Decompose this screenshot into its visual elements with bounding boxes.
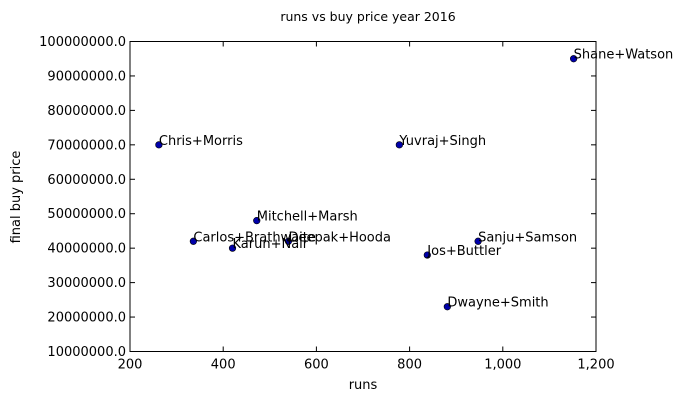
y-axis: 10000000.0 20000000.0 30000000.0 40000000.0… (39, 35, 596, 360)
plot-area (129, 41, 597, 352)
y-tick-label: 70000000.0 (47, 138, 126, 153)
x-tick-label: 600 (304, 358, 329, 373)
y-tick-label: 30000000.0 (47, 276, 126, 291)
point-labels: Shane+Watson Chris+Morris Yuvraj+Singh Mitc… (159, 48, 673, 311)
y-tick-label: 10000000.0 (47, 345, 126, 360)
data-point-label: Jos+Buttler (426, 244, 501, 259)
y-tick-label: 60000000.0 (47, 173, 126, 188)
data-point (228, 244, 237, 252)
x-tick-label: 800 (397, 358, 422, 373)
data-point (443, 303, 451, 311)
y-tick-label: 80000000.0 (47, 104, 126, 119)
data-point-label: Carlos+Brathwaite (193, 230, 316, 245)
y-tick-label: 90000000.0 (47, 69, 126, 84)
data-point-label: Dwayne+Smith (447, 296, 548, 311)
x-tick-label: 1,200 (577, 358, 614, 373)
data-points (155, 55, 578, 311)
y-tick-label: 50000000.0 (47, 207, 126, 222)
x-axis-label: runs (349, 378, 378, 393)
data-point-label: Sanju+Samson (478, 230, 577, 245)
data-point-label: Karun+Nair (233, 237, 309, 252)
data-point-label: Mitchell+Marsh (257, 210, 358, 225)
data-point-label: Deepak+Hooda (288, 230, 391, 245)
data-point (155, 141, 163, 149)
y-tick-label: 100000000.0 (39, 35, 126, 50)
x-tick-label: 200 (118, 358, 143, 373)
y-axis-label: final buy price (9, 151, 24, 244)
data-point (423, 251, 431, 259)
x-axis: 200 400 600 800 1,000 1,200 (118, 41, 615, 373)
x-tick-label: 400 (211, 358, 236, 373)
data-point-label: Shane+Watson (574, 48, 674, 63)
data-point-label: Chris+Morris (159, 134, 243, 149)
chart-title: runs vs buy price year 2016 (280, 9, 455, 24)
data-point (284, 237, 293, 245)
data-point (570, 55, 578, 63)
data-point (189, 237, 197, 245)
x-tick-label: 1,000 (484, 358, 521, 373)
y-tick-label: 40000000.0 (47, 242, 126, 257)
data-point (395, 141, 403, 149)
data-point (253, 217, 261, 225)
y-tick-label: 20000000.0 (47, 311, 126, 326)
data-point (474, 237, 482, 245)
data-point-label: Yuvraj+Singh (398, 134, 486, 149)
